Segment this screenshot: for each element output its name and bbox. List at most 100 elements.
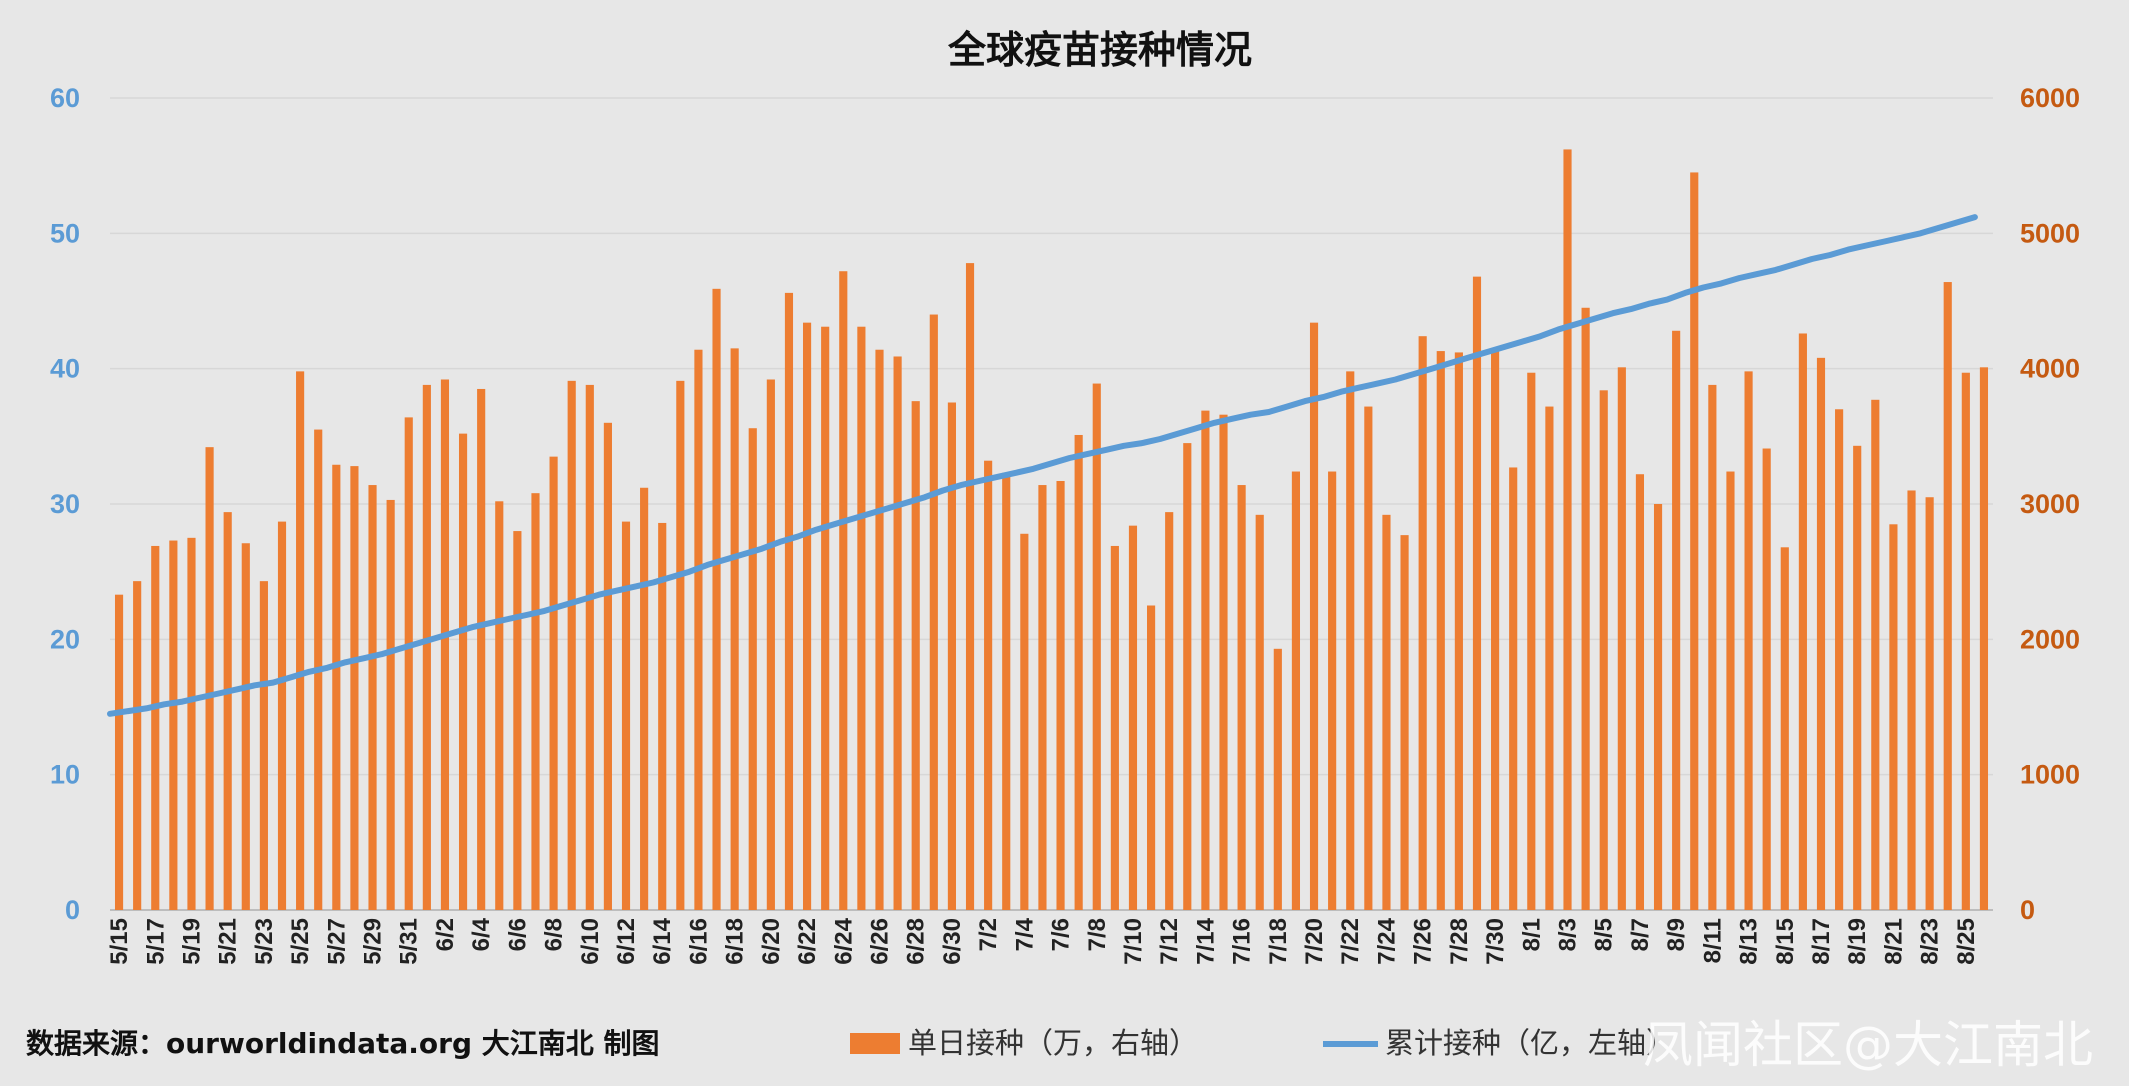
x-axis-tick-label: 8/11 [1699,918,1726,963]
bar-6/25 [857,326,866,910]
x-axis-tick-label: 7/18 [1265,918,1292,965]
bar-8/26 [1979,367,1989,910]
bar-5/18 [169,540,178,910]
bar-8/20 [1871,399,1880,910]
bar-7/16 [1237,485,1246,910]
bar-6/14 [658,522,667,910]
bar-7/1 [965,263,975,910]
x-axis-tick-label: 7/2 [975,918,1002,951]
bar-6/13 [640,487,649,910]
bar-8/25 [1961,372,1970,910]
right-axis-tick-label: 0 [2020,895,2035,925]
bar-8/21 [1889,524,1898,910]
left-axis-tick-label: 0 [65,895,80,925]
bar-7/19 [1291,471,1301,910]
x-axis-tick-label: 6/24 [830,917,857,964]
x-axis-tick-label: 7/30 [1482,918,1509,965]
right-axis-tick-label: 5000 [2020,218,2080,248]
bar-8/22 [1907,490,1916,910]
x-axis-tick-label: 6/4 [468,917,495,951]
left-axis-tick-label: 30 [50,489,80,519]
bar-5/16 [133,581,142,910]
bar-8/23 [1925,497,1934,910]
bar-8/19 [1853,445,1862,910]
legend: 单日接种（万，右轴） 累计接种（亿，左轴） [850,1026,1675,1060]
x-axis-tick-label: 7/12 [1156,918,1183,965]
bar-7/18 [1273,648,1282,910]
bar-5/25 [296,371,305,911]
bar-8/14 [1762,448,1771,910]
x-axis-tick-label: 5/17 [142,918,169,965]
x-axis-tick-label: 5/31 [396,918,423,965]
bar-8/4 [1581,307,1590,910]
x-axis-tick-label: 7/20 [1301,918,1328,965]
bar-6/22 [802,322,812,910]
bar-8/12 [1726,471,1735,910]
right-axis-tick-label: 3000 [2020,489,2080,519]
bar-7/21 [1328,471,1337,910]
left-axis-tick-label: 20 [50,624,80,654]
bar-7/5 [1038,485,1047,910]
bar-6/16 [694,349,703,911]
bar-6/15 [676,380,685,910]
bar-6/20 [766,379,775,910]
bar-5/28 [350,466,359,910]
left-axis-tick-label: 50 [50,218,80,248]
bar-7/13 [1183,443,1192,910]
x-axis-tick-label: 8/25 [1953,918,1980,965]
x-axis-tick-label: 7/14 [1192,917,1219,964]
bar-6/3 [458,433,468,910]
x-axis-tick-label: 8/23 [1917,918,1944,965]
bar-8/16 [1798,333,1807,911]
bar-6/5 [495,501,504,910]
bar-6/27 [893,356,902,910]
bar-8/24 [1943,282,1952,910]
x-axis-tick-label: 7/24 [1373,917,1400,964]
x-axis-tick-label: 7/16 [1229,918,1256,965]
bar-6/1 [422,384,431,910]
bar-6/23 [821,326,830,910]
x-axis-tick-label: 6/8 [541,918,568,951]
bar-6/9 [567,380,576,910]
bar-8/9 [1672,330,1681,911]
right-axis-ticks: 0 1000 2000 3000 4000 5000 6000 [2020,83,2080,925]
legend-bar-swatch [850,1033,900,1054]
x-axis-tick-label: 8/5 [1591,918,1618,951]
bar-8/1 [1527,372,1536,910]
bar-8/8 [1653,504,1663,910]
bar-7/10 [1128,525,1138,910]
x-axis-tick-label: 6/30 [939,918,966,965]
bar-7/26 [1418,336,1427,911]
legend-line-label: 累计接种（亿，左轴） [1385,1026,1675,1060]
x-axis-tick-label: 8/9 [1663,918,1690,951]
x-axis-tick-label: 6/26 [866,918,893,965]
x-axis-tick-label: 5/25 [287,918,314,965]
bar-8/2 [1545,406,1554,910]
legend-bar-label: 单日接种（万，右轴） [908,1026,1198,1060]
bar-8/3 [1563,149,1572,911]
bar-6/18 [730,348,739,910]
x-axis-tick-label: 8/3 [1555,918,1582,951]
x-axis-tick-label: 5/21 [215,918,242,965]
x-axis-tick-label: 5/27 [323,918,350,965]
x-axis-tick-label: 5/23 [251,918,278,965]
x-axis-tick-label: 8/17 [1808,918,1835,965]
bar-6/28 [911,401,920,910]
x-axis-tick-label: 6/2 [432,918,459,951]
x-axis-tick-label: 5/29 [360,918,387,965]
x-axis-tick-label: 7/22 [1337,918,1364,965]
bar-6/8 [549,456,558,910]
x-axis-tick-label: 6/20 [758,918,785,965]
bar-5/29 [368,485,377,910]
x-axis-tick-label: 8/15 [1772,918,1799,965]
x-axis-tick-label: 7/4 [1011,917,1038,951]
bar-7/31 [1509,467,1518,910]
bar-5/19 [187,537,196,910]
x-axis-tick-label: 6/16 [685,918,712,965]
left-axis-tick-label: 60 [50,83,80,113]
left-axis-ticks: 0 10 20 30 40 50 60 [50,83,80,925]
bar-7/20 [1309,322,1319,910]
bar-8/17 [1816,357,1826,911]
bar-5/21 [223,512,232,910]
bar-8/10 [1690,172,1699,910]
